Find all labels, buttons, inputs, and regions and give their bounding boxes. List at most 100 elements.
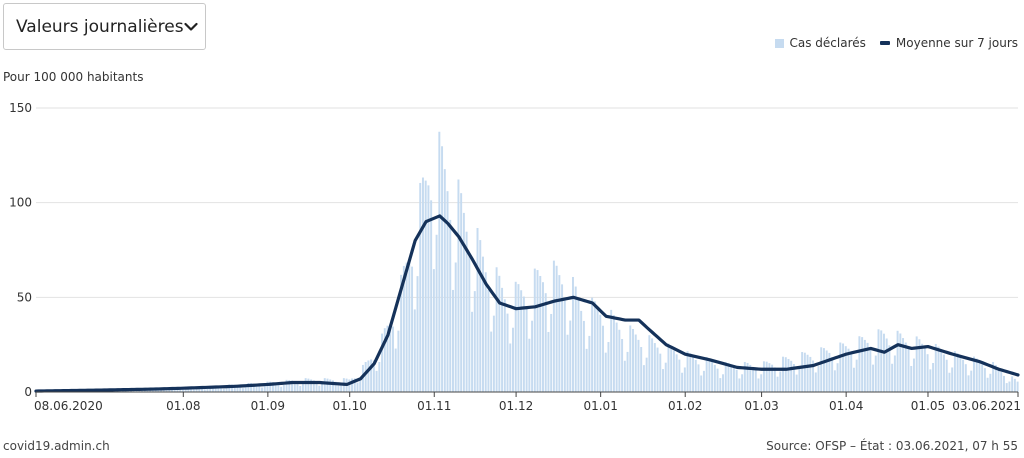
bar (411, 266, 414, 392)
legend-item-line[interactable]: Moyenne sur 7 jours (879, 36, 1018, 50)
bar (967, 375, 970, 392)
bar (779, 371, 782, 392)
bar (975, 358, 978, 392)
bar (675, 354, 678, 392)
bar (282, 384, 285, 392)
bar (915, 336, 918, 392)
bar (198, 387, 201, 392)
bar (424, 180, 427, 392)
bar (457, 179, 460, 392)
bar (312, 380, 315, 392)
x-tick-label: 08.06.2020 (34, 399, 103, 413)
bar (356, 382, 359, 392)
bar (280, 386, 283, 392)
gridlines (36, 107, 1018, 298)
legend-item-bars[interactable]: Cas déclarés (774, 36, 866, 50)
bar (482, 256, 484, 392)
bar (149, 389, 152, 392)
bar (839, 342, 842, 392)
bar (550, 313, 553, 392)
bar (746, 362, 749, 392)
bar (539, 275, 542, 392)
bar (724, 361, 727, 392)
bar-series (34, 131, 1019, 392)
x-tick-labels: 08.06.2020 01.08 01.09 01.10 01.11 01.12 01.01… (34, 392, 1021, 413)
bar (612, 315, 615, 392)
legend-label-line: Moyenne sur 7 jours (895, 36, 1018, 50)
chevron-down-icon (183, 19, 198, 35)
values-dropdown[interactable]: Valeurs journalières (3, 3, 206, 50)
bar (397, 330, 400, 392)
bar (427, 185, 430, 392)
bar (367, 360, 370, 392)
bar (716, 368, 719, 392)
bar (618, 329, 621, 392)
bar (686, 351, 689, 392)
bar (880, 330, 883, 392)
bar (421, 177, 424, 392)
bar (301, 383, 304, 392)
bar (727, 362, 730, 392)
bar (394, 348, 397, 392)
bar (558, 275, 561, 392)
bar (255, 383, 258, 392)
bar (239, 385, 242, 392)
bar (299, 385, 302, 392)
bar (817, 366, 820, 392)
bar (814, 372, 817, 392)
bar (203, 389, 206, 392)
bar (989, 373, 992, 392)
x-tick-label: 01.01 (583, 399, 617, 413)
bar (413, 309, 416, 392)
bar (599, 314, 602, 392)
x-tick-label: 01.03 (744, 399, 778, 413)
bar (992, 361, 995, 392)
bar (187, 389, 190, 392)
bar (372, 360, 375, 392)
bar (847, 348, 850, 392)
bar (833, 370, 836, 392)
bar (820, 347, 823, 392)
bar (514, 281, 517, 392)
bar (266, 381, 269, 392)
bar (195, 387, 198, 392)
bar (1005, 383, 1008, 392)
bar (645, 357, 648, 392)
bar (522, 296, 525, 392)
bar (561, 284, 564, 392)
bar (1003, 375, 1005, 392)
bar (162, 388, 165, 392)
bar (277, 383, 280, 392)
bar (375, 370, 378, 392)
bar (1013, 378, 1016, 392)
bar (642, 365, 645, 392)
y-tick-label: 50 (17, 290, 32, 304)
bar (536, 270, 539, 392)
bar (446, 191, 449, 392)
bar (602, 325, 604, 392)
bar (882, 333, 885, 392)
bar (321, 383, 324, 392)
bar (588, 335, 591, 392)
bar (738, 378, 741, 392)
bar (836, 363, 839, 392)
bar (542, 282, 544, 392)
bar (269, 381, 272, 392)
bar (842, 343, 845, 392)
bar (893, 355, 896, 392)
footer-site[interactable]: covid19.admin.ch (3, 439, 110, 453)
bar (678, 359, 681, 392)
bar (261, 387, 264, 392)
bar (438, 131, 441, 392)
bar (378, 362, 381, 392)
bar (228, 384, 231, 392)
bar (492, 315, 495, 392)
bar (263, 385, 266, 392)
y-tick-label: 150 (9, 101, 32, 115)
bar (430, 200, 433, 392)
bar (902, 338, 905, 392)
bar (432, 269, 435, 392)
bar (899, 333, 902, 392)
bar (315, 381, 318, 392)
bar (632, 329, 634, 392)
